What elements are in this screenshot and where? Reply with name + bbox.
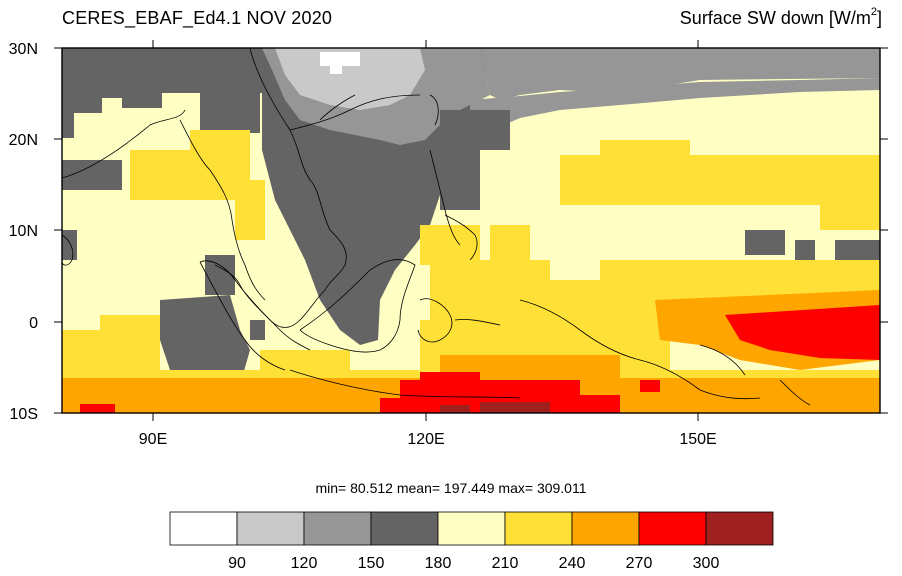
title-right-text: Surface SW down [W/m: [679, 8, 871, 28]
lon-label-90e: 90E: [139, 431, 167, 448]
colorbar-labels: 90 120 150 180 210 240 270 300: [228, 555, 719, 572]
lat-label-30n: 30N: [9, 41, 38, 58]
stat-min-label: min=: [315, 480, 347, 496]
lat-label-20n: 20N: [9, 132, 38, 149]
coastlines: [61, 47, 811, 406]
map-frame: [54, 40, 888, 421]
stat-min-value: 80.512: [350, 480, 393, 496]
lat-label-0: 0: [29, 315, 38, 332]
colorbar-label-270: 270: [626, 555, 653, 572]
lat-axis-labels: 30N 20N 10N 0 10S: [9, 41, 38, 423]
colorbar-label-120: 120: [291, 555, 318, 572]
colorbar-box-5: [437, 511, 506, 546]
lon-axis-labels: 90E 120E 150E: [139, 431, 717, 448]
colorbar-box-3: [303, 511, 372, 546]
colorbar-label-180: 180: [425, 555, 452, 572]
colorbar-label-300: 300: [693, 555, 720, 572]
map-title-right: Surface SW down [W/m2]: [679, 6, 882, 29]
map-field: [62, 48, 880, 413]
lat-label-10n: 10N: [9, 223, 38, 240]
stat-max-value: 309.011: [536, 480, 587, 496]
colorbar-box-9: [705, 511, 774, 546]
colorbar-label-90: 90: [228, 555, 246, 572]
colorbar-box-7: [571, 511, 640, 546]
stat-max-label: max=: [498, 480, 534, 496]
colorbar-box-2: [236, 511, 305, 546]
colorbar-label-210: 210: [492, 555, 519, 572]
colorbar-box-1: [169, 511, 238, 546]
stat-mean-label: mean=: [396, 480, 441, 496]
title-right-superscript: 2: [870, 6, 877, 18]
map-title-left: CERES_EBAF_Ed4.1 NOV 2020: [62, 8, 333, 28]
colorbar-box-8: [638, 511, 707, 546]
lon-label-120e: 120E: [407, 431, 444, 448]
colorbar-label-150: 150: [358, 555, 385, 572]
title-right-suffix: ]: [876, 8, 882, 28]
colorbar-box-4: [370, 511, 439, 546]
stat-mean-value: 197.449: [443, 480, 495, 496]
stats-line: min= 80.512 mean= 197.449 max= 309.011: [0, 480, 902, 496]
colorbar-box-6: [504, 511, 573, 546]
colorbar-label-240: 240: [559, 555, 586, 572]
colorbar: [169, 511, 774, 546]
lon-label-150e: 150E: [679, 431, 716, 448]
lat-label-10s: 10S: [10, 406, 38, 423]
